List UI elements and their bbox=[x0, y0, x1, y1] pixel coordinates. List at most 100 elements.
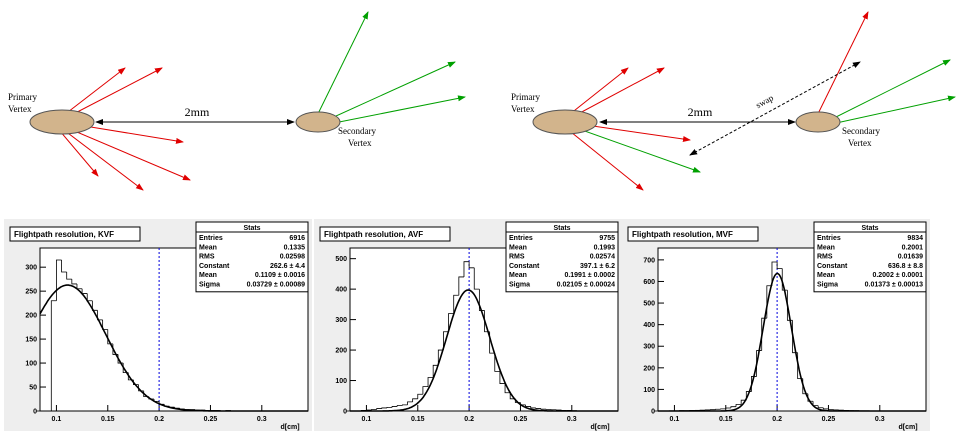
stats-value: 0.03729 ± 0.00089 bbox=[247, 282, 305, 289]
stats-label: Sigma bbox=[199, 282, 220, 289]
y-tick-label: 100 bbox=[25, 361, 37, 368]
y-tick-label: 300 bbox=[643, 344, 655, 351]
histogram-bin bbox=[61, 259, 67, 273]
title-box bbox=[9, 226, 141, 242]
chart-title: Flightpath resolution, AVF bbox=[324, 230, 423, 239]
stats-value: 0.2002 ± 0.0001 bbox=[872, 272, 923, 279]
x-axis-label: d[cm] bbox=[280, 424, 299, 431]
histogram-bin bbox=[50, 300, 57, 411]
y-tick-label: 500 bbox=[643, 301, 655, 308]
histogram-bin bbox=[735, 404, 742, 407]
histogram-bin bbox=[138, 384, 144, 392]
red-tracks bbox=[559, 11, 869, 191]
secondary-label: Vertex bbox=[348, 138, 372, 148]
diagram-right: Primary Vertex 2mm swap Secondary Vertex bbox=[511, 11, 956, 191]
histogram-bin bbox=[776, 262, 783, 269]
stats-value: 0.02574 bbox=[590, 254, 615, 261]
histogram-bin bbox=[540, 408, 547, 410]
stats-label: Sigma bbox=[817, 282, 838, 289]
secondary-label: Secondary bbox=[338, 126, 376, 136]
y-tick-label: 200 bbox=[25, 313, 37, 320]
chart-title: Flightpath resolution, KVF bbox=[14, 230, 114, 239]
primary-label: Primary bbox=[8, 92, 37, 102]
x-tick-label: 0.25 bbox=[822, 416, 836, 423]
stats-value: 0.02598 bbox=[280, 254, 305, 261]
stats-label: Entries bbox=[509, 235, 533, 242]
histogram-bin bbox=[401, 404, 408, 406]
swap-label: swap bbox=[754, 92, 775, 110]
secondary-label: Secondary bbox=[842, 126, 880, 136]
y-tick-label: 0 bbox=[343, 409, 347, 416]
stats-value: 0.1335 bbox=[284, 244, 306, 251]
stats-value: 0.1993 bbox=[594, 244, 616, 251]
stats-label: RMS bbox=[509, 254, 525, 261]
stats-value: 0.01373 ± 0.00013 bbox=[865, 282, 923, 289]
y-tick-label: 600 bbox=[643, 279, 655, 286]
secondary-vertex bbox=[295, 111, 341, 133]
stats-label: RMS bbox=[199, 254, 215, 261]
x-tick-label: 0.2 bbox=[154, 416, 164, 423]
x-tick-label: 0.2 bbox=[464, 416, 474, 423]
histogram-bin bbox=[494, 353, 500, 372]
x-tick-label: 0.25 bbox=[514, 416, 528, 423]
stats-label: Constant bbox=[817, 263, 848, 270]
secondary-vertex bbox=[795, 111, 841, 133]
y-tick-label: 200 bbox=[335, 348, 347, 355]
histogram-bin bbox=[381, 407, 387, 409]
primary-vertex bbox=[532, 109, 598, 135]
stats-label: Mean bbox=[817, 272, 835, 279]
x-tick-label: 0.15 bbox=[101, 416, 115, 423]
histogram-bin bbox=[407, 401, 413, 405]
stats-label: Entries bbox=[817, 235, 841, 242]
chart-title: Flightpath resolution, MVF bbox=[632, 230, 733, 239]
histogram-bin bbox=[396, 405, 403, 407]
histogram-bin bbox=[417, 393, 423, 399]
x-tick-label: 0.25 bbox=[204, 416, 218, 423]
x-tick-label: 0.2 bbox=[772, 416, 782, 423]
x-axis-label: d[cm] bbox=[590, 424, 609, 431]
y-tick-label: 700 bbox=[643, 257, 655, 264]
histogram-bin bbox=[499, 371, 506, 384]
y-tick-label: 300 bbox=[25, 265, 37, 272]
x-tick-label: 0.1 bbox=[362, 416, 372, 423]
histogram-bin bbox=[376, 408, 382, 410]
green-tracks bbox=[564, 59, 956, 173]
histogram-bin bbox=[453, 294, 459, 314]
histogram-bin bbox=[97, 310, 103, 321]
stats-value: 397.1 ± 6.2 bbox=[580, 263, 615, 270]
stats-title: Stats bbox=[243, 225, 260, 232]
stats-value: 6916 bbox=[289, 235, 305, 242]
x-tick-label: 0.15 bbox=[411, 416, 425, 423]
diagram-left: Primary Vertex 2mm Secondary Vertex bbox=[8, 11, 466, 191]
y-tick-label: 300 bbox=[335, 317, 347, 324]
histogram-bin bbox=[432, 364, 439, 378]
stats-label: Constant bbox=[509, 263, 540, 270]
histogram-bin bbox=[771, 261, 778, 286]
y-tick-label: 150 bbox=[25, 337, 37, 344]
histogram-bin bbox=[391, 406, 398, 408]
x-tick-label: 0.1 bbox=[670, 416, 680, 423]
primary-label: Vertex bbox=[511, 104, 535, 114]
swap-arrow bbox=[689, 61, 861, 156]
stats-value: 0.1109 ± 0.0016 bbox=[255, 272, 305, 279]
histogram-bin bbox=[468, 261, 475, 269]
distance-label: 2mm bbox=[185, 105, 210, 119]
x-axis-label: d[cm] bbox=[898, 424, 917, 431]
stats-value: 0.02105 ± 0.00024 bbox=[557, 282, 615, 289]
histogram-bin bbox=[817, 405, 824, 409]
stats-value: 636.8 ± 8.8 bbox=[888, 263, 923, 270]
stats-box bbox=[195, 221, 309, 293]
y-tick-label: 400 bbox=[643, 322, 655, 329]
histogram-bin bbox=[828, 408, 834, 410]
stats-label: Mean bbox=[199, 272, 217, 279]
stats-value: 9755 bbox=[599, 235, 615, 242]
stats-value: 262.6 ± 4.4 bbox=[270, 263, 305, 270]
stats-label: Constant bbox=[199, 263, 230, 270]
stats-label: Mean bbox=[509, 244, 527, 251]
x-tick-label: 0.3 bbox=[257, 416, 267, 423]
histogram-bin bbox=[386, 406, 393, 408]
histogram-bin bbox=[525, 404, 531, 407]
histogram-bin bbox=[478, 289, 485, 311]
primary-label: Primary bbox=[511, 92, 540, 102]
